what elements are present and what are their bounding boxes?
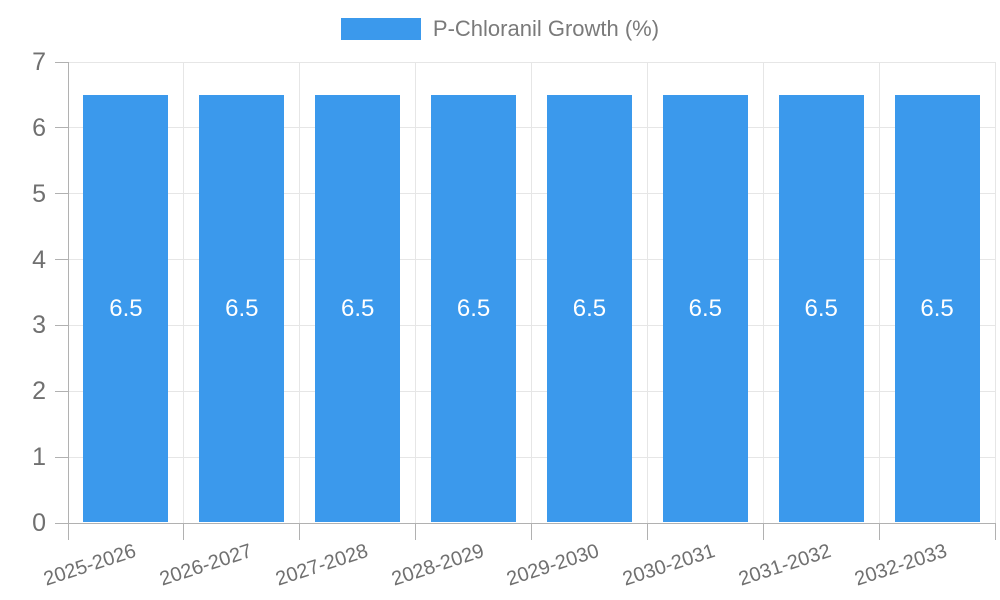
- x-axis-tick: [299, 523, 301, 540]
- bar[interactable]: [546, 94, 632, 522]
- bar[interactable]: [662, 94, 748, 522]
- legend-label: P-Chloranil Growth (%): [432, 16, 660, 41]
- y-tick-label: 3: [32, 311, 46, 340]
- bar-value-label: 6.5: [109, 294, 143, 322]
- y-tick-label: 0: [32, 509, 46, 537]
- bar[interactable]: [894, 94, 980, 522]
- x-axis-tick: [646, 523, 648, 540]
- bar-value-label: 6.5: [572, 294, 607, 322]
- bar[interactable]: [431, 94, 517, 522]
- y-axis-line: [67, 62, 69, 523]
- x-axis-line: [68, 522, 995, 524]
- bar-value-label: 6.5: [225, 294, 259, 322]
- bar-value-label: 6.5: [804, 294, 838, 322]
- y-tick-label: 5: [32, 179, 46, 208]
- x-axis-tick: [994, 523, 996, 540]
- y-tick-label: 7: [32, 48, 46, 76]
- x-axis-tick: [762, 523, 764, 540]
- y-axis-tick: [55, 193, 68, 195]
- y-tick-label: 1: [32, 443, 46, 472]
- bar[interactable]: [83, 94, 169, 522]
- y-axis-tick: [55, 127, 68, 129]
- gridline-vertical: [762, 62, 764, 523]
- gridline-vertical: [183, 62, 185, 523]
- gridline-vertical: [646, 62, 648, 523]
- gridline-vertical: [299, 62, 301, 523]
- y-axis-tick: [55, 390, 68, 392]
- y-tick-label: 2: [32, 377, 46, 406]
- legend-swatch: [340, 18, 421, 40]
- y-axis-tick: [55, 456, 68, 458]
- y-axis-tick: [55, 259, 68, 261]
- bar[interactable]: [315, 94, 401, 522]
- gridline-vertical: [415, 62, 417, 523]
- y-axis-tick: [55, 324, 68, 326]
- gridline-vertical: [531, 62, 532, 523]
- bar-value-label: 6.5: [341, 294, 375, 322]
- bar-value-label: 6.5: [456, 294, 491, 322]
- x-axis-tick: [531, 523, 532, 540]
- y-tick-label: 4: [32, 245, 46, 274]
- bar-value-label: 6.5: [920, 294, 954, 322]
- gridline-vertical: [994, 62, 996, 523]
- bar[interactable]: [778, 94, 864, 522]
- x-axis-tick: [67, 523, 69, 540]
- y-tick-label: 6: [32, 113, 46, 142]
- bar[interactable]: [199, 94, 285, 522]
- gridline-vertical: [878, 62, 880, 523]
- legend[interactable]: P-Chloranil Growth (%): [0, 16, 1000, 42]
- bar-value-label: 6.5: [688, 294, 722, 322]
- x-axis-tick: [415, 523, 417, 540]
- x-axis-tick: [878, 523, 880, 540]
- y-axis-tick: [55, 522, 68, 524]
- y-axis-tick: [55, 61, 68, 63]
- x-axis-tick: [183, 523, 185, 540]
